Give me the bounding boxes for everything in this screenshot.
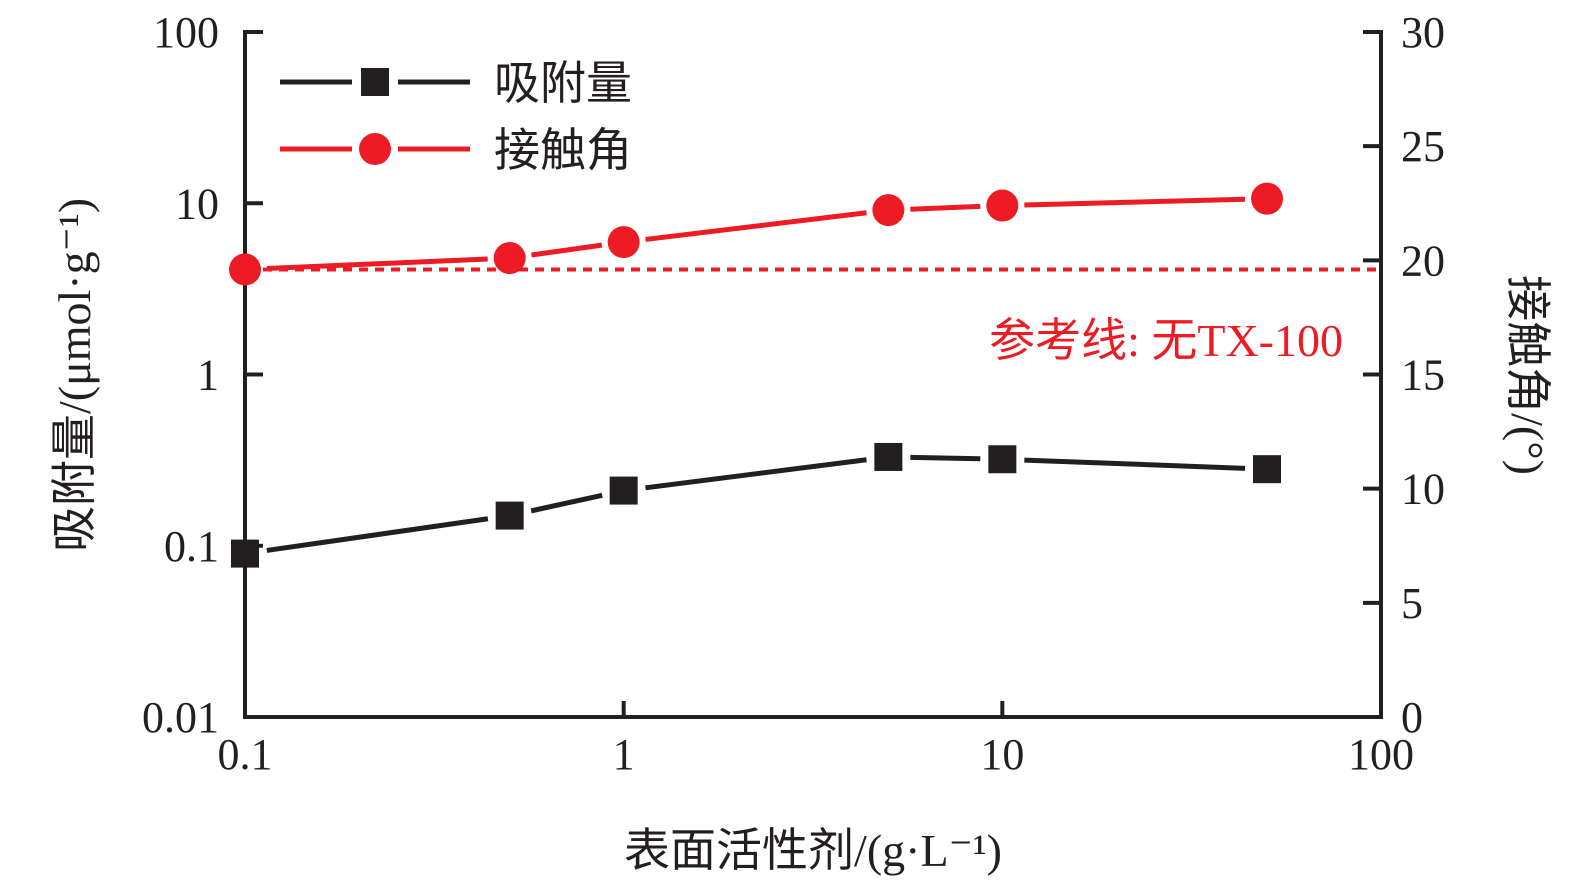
y-right-tick-label: 5: [1401, 579, 1423, 628]
contact-angle-data-point: [1251, 182, 1284, 215]
y-left-tick-label: 0.1: [164, 522, 219, 571]
series-line-segment: [266, 256, 488, 272]
contact-angle-data-point: [229, 253, 261, 286]
plot-marks: [229, 182, 1381, 568]
series-line-segment: [531, 242, 603, 258]
adsorption-data-point: [874, 442, 903, 471]
plot-area: [245, 32, 1381, 717]
y-right-tick-label: 15: [1401, 351, 1445, 400]
series-line-segment: [1024, 457, 1246, 471]
y-left-tick-label: 10: [175, 179, 219, 228]
series-line-segment: [530, 492, 603, 514]
reference-line-label: 参考线: 无TX-100: [989, 315, 1343, 366]
y-left-tick-label: 1: [197, 351, 219, 400]
series-line-segment: [645, 210, 867, 242]
series-line-segment: [1024, 196, 1246, 208]
y-right-axis-label: 接触角/(°): [1502, 275, 1553, 475]
legend-marker: [359, 133, 391, 165]
series-line-segment: [266, 516, 489, 553]
adsorption-data-point: [609, 476, 638, 505]
legend-marker: [361, 68, 389, 96]
legend-label: 接触角: [494, 125, 632, 176]
x-tick-label: 0.1: [218, 730, 273, 779]
x-axis-label: 表面活性剂/(g·L⁻¹): [624, 825, 1002, 876]
adsorption-data-point: [231, 539, 259, 568]
x-tick-label: 100: [1348, 730, 1414, 779]
x-tick-label: 1: [613, 730, 635, 779]
series-line-segment: [645, 457, 867, 491]
x-tick-label: 10: [980, 730, 1024, 779]
adsorption-data-point: [988, 445, 1017, 474]
series-line-segment: [910, 203, 981, 212]
legend-label: 吸附量: [494, 58, 632, 109]
y-right-tick-label: 20: [1401, 236, 1445, 285]
series-line-segment: [910, 454, 981, 462]
contact-angle-data-point: [493, 242, 526, 275]
y-right-tick-label: 10: [1401, 465, 1445, 514]
contact-angle-data-point: [986, 189, 1019, 222]
y-left-tick-label: 0.01: [142, 693, 219, 742]
contact-angle-data-point: [872, 194, 905, 227]
y-left-tick-label: 100: [153, 8, 219, 57]
y-left-axis-label: 吸附量/(μmol·g⁻¹): [49, 198, 100, 552]
contact-angle-data-point: [607, 226, 640, 259]
y-right-tick-label: 0: [1401, 693, 1423, 742]
adsorption-data-point: [1253, 455, 1282, 484]
adsorption-data-point: [495, 501, 524, 530]
y-right-tick-label: 30: [1401, 8, 1445, 57]
y-right-tick-label: 25: [1401, 122, 1445, 171]
